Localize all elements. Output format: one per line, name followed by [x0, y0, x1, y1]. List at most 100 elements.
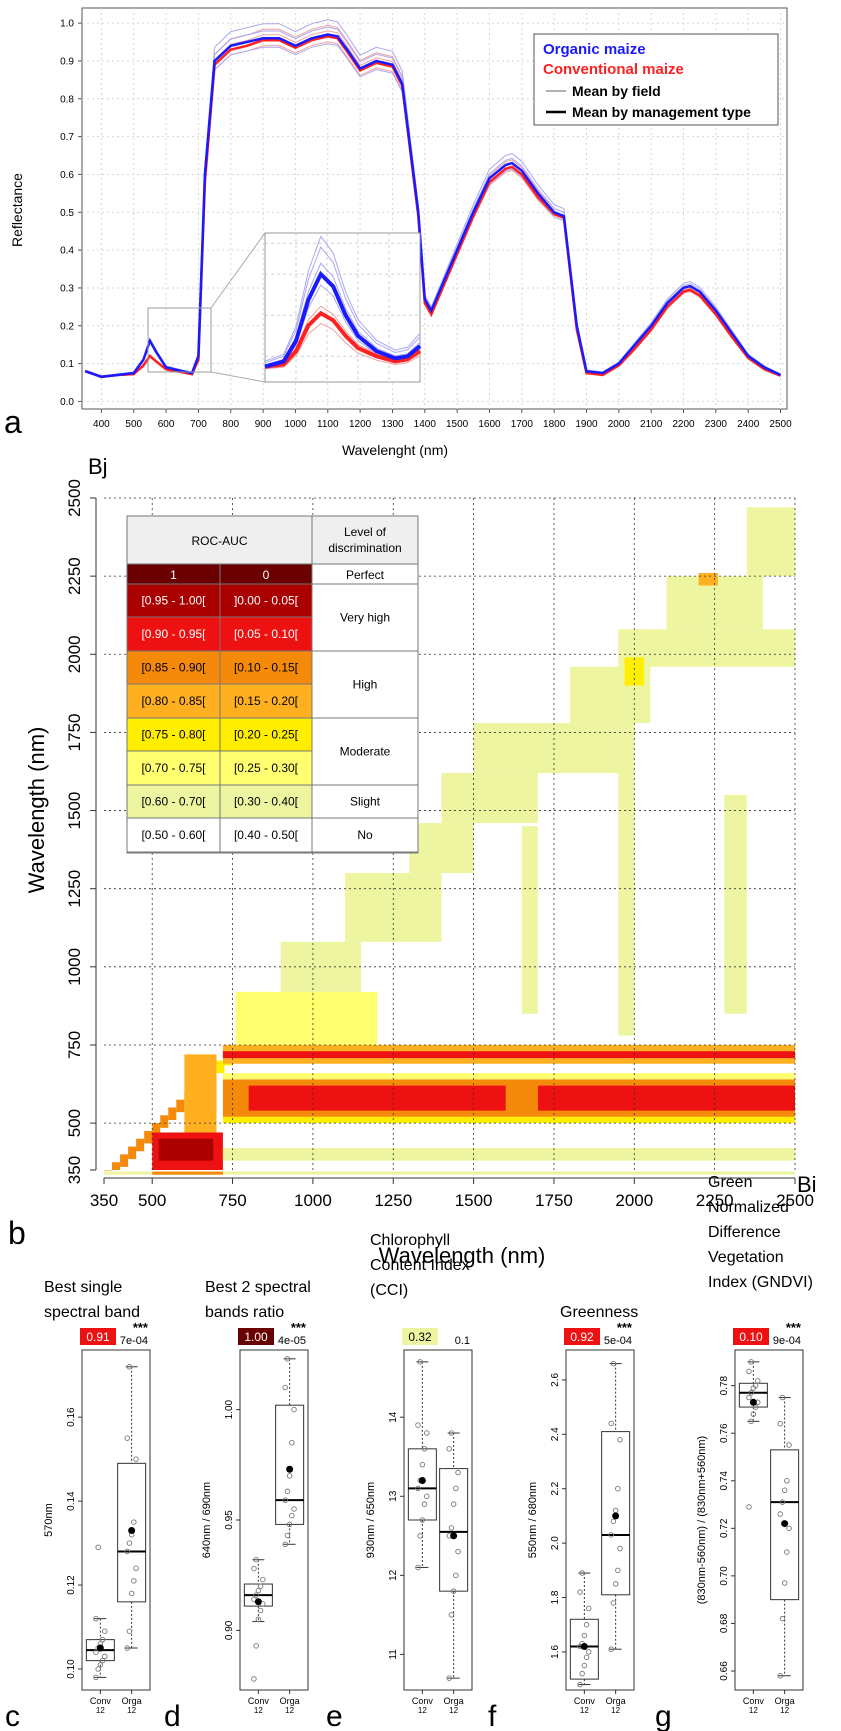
- p-value: 9e-04: [773, 1335, 801, 1347]
- table-range-0: ]0.00 - 0.05[: [234, 594, 299, 608]
- data-point: [615, 1567, 621, 1574]
- data-point: [289, 1512, 295, 1519]
- y-tick-label: 1.8: [550, 1590, 561, 1604]
- table-cell: [219, 650, 313, 685]
- x-tick-label: 2500: [776, 1191, 814, 1210]
- y-tick-label: 0.5: [60, 208, 74, 219]
- mean-point: [128, 1526, 136, 1534]
- x-tick-label: 1100: [317, 419, 339, 430]
- panel-letter-g: g: [655, 1700, 672, 1731]
- heatmap-cell: [128, 1146, 137, 1160]
- x-category-count: 12: [127, 1706, 136, 1715]
- table-cell: [126, 683, 221, 719]
- x-tick-label: 1400: [414, 419, 437, 430]
- x-tick-label: 1500: [455, 1191, 493, 1210]
- data-point: [786, 1442, 792, 1448]
- data-point: [255, 1587, 262, 1594]
- table-range-1: [0.85 - 0.90[: [141, 661, 206, 675]
- x-tick-label: 1200: [349, 419, 372, 430]
- x-category-label: Conv: [574, 1696, 596, 1706]
- legend: Organic maize Conventional maize Mean by…: [533, 33, 779, 126]
- y-tick-label: 0.9: [60, 56, 74, 67]
- heatmap-cell: [184, 1054, 217, 1133]
- y-tick-label: 2.2: [550, 1481, 561, 1495]
- data-point: [746, 1394, 752, 1401]
- y-tick-label: 0.76: [719, 1423, 730, 1443]
- auc-badge: [733, 1328, 769, 1345]
- data-point: [95, 1544, 101, 1551]
- data-point: [777, 1420, 783, 1427]
- x-tick-label: 1000: [294, 1191, 332, 1210]
- x-tick-label: 2250: [696, 1191, 734, 1210]
- mean-point: [612, 1512, 620, 1520]
- data-point: [617, 1437, 623, 1443]
- x-tick-label: 2000: [615, 1191, 653, 1210]
- data-point: [291, 1506, 297, 1512]
- data-point: [784, 1478, 790, 1484]
- data-point: [126, 1364, 133, 1370]
- table-level-cell: [311, 717, 419, 786]
- data-point: [284, 1356, 291, 1362]
- heatmap-cell: [698, 573, 718, 586]
- data-point: [608, 1532, 614, 1538]
- x-tick-label: 1250: [374, 1191, 412, 1210]
- data-point: [126, 1628, 133, 1634]
- x-tick-label: 350: [90, 1191, 118, 1210]
- data-point: [253, 1556, 259, 1563]
- y-tick-label: 2.0: [550, 1536, 561, 1550]
- data-point: [608, 1646, 614, 1652]
- data-point: [421, 1446, 428, 1452]
- data-point: [102, 1628, 108, 1634]
- legend-box: [533, 33, 779, 126]
- data-point: [784, 1549, 790, 1555]
- data-point: [255, 1616, 262, 1623]
- p-value: 5e-04: [604, 1335, 632, 1347]
- table-header-auc: ROC-AUC: [192, 534, 248, 548]
- data-point: [448, 1525, 455, 1531]
- axes-b: 350 500 750 1000 1250 1500 1750 2000 2250 2500350…: [65, 479, 814, 1210]
- data-point: [586, 1649, 592, 1655]
- boxplot-panel-g: Green Normalized Difference Vegetation Index…: [655, 1174, 813, 1731]
- data-point: [612, 1581, 619, 1587]
- panel-letter-b: b: [8, 1215, 26, 1251]
- x-tick-label: 1800: [543, 419, 566, 430]
- x-tick-label: 2500: [769, 419, 792, 430]
- boxplot-title: Chlorophyll Content Index (CCI): [370, 1232, 470, 1299]
- x-category-label: Conv: [248, 1696, 270, 1706]
- heatmap-cell: [222, 1073, 796, 1080]
- heatmap-cell: [624, 657, 644, 686]
- data-point: [257, 1583, 264, 1589]
- heatmap-cell: [104, 1171, 795, 1175]
- y-tick-label: 0.90: [224, 1620, 235, 1640]
- significance-stars: ***: [786, 1320, 802, 1335]
- auc-badge: [238, 1328, 274, 1345]
- x-tick-label: 700: [190, 419, 207, 430]
- data-point: [779, 1394, 786, 1401]
- table-cell: [126, 616, 221, 652]
- table-header-cell: [311, 515, 419, 565]
- x-tick-label: 2300: [705, 419, 728, 430]
- data-point: [581, 1632, 588, 1639]
- data-point: [415, 1564, 421, 1571]
- y-tick-label: 0.70: [719, 1566, 730, 1586]
- mean-point: [749, 1398, 757, 1406]
- data-point: [128, 1590, 135, 1597]
- data-point: [448, 1612, 455, 1618]
- y-axis-title: 930nm / 650nm: [365, 1482, 377, 1558]
- data-point: [752, 1382, 759, 1389]
- x-category-label: Orga: [606, 1696, 626, 1706]
- data-point: [417, 1359, 423, 1365]
- data-point: [750, 1411, 757, 1417]
- x-category-count: 12: [580, 1706, 589, 1715]
- y-tick-label: 1750: [65, 714, 84, 752]
- y-tick-label: 14: [388, 1411, 399, 1423]
- data-point: [455, 1469, 461, 1476]
- table-cell: [219, 683, 313, 719]
- table-range-0: [0.20 - 0.25[: [234, 728, 299, 742]
- data-point: [95, 1666, 101, 1672]
- data-point: [779, 1499, 786, 1505]
- data-point: [786, 1525, 792, 1532]
- mean-point: [580, 1642, 588, 1650]
- boxplot-panel-c: Best single spectral band 0.91 ***7e-04 0.10…: [5, 1279, 151, 1731]
- p-value: 7e-04: [120, 1335, 148, 1347]
